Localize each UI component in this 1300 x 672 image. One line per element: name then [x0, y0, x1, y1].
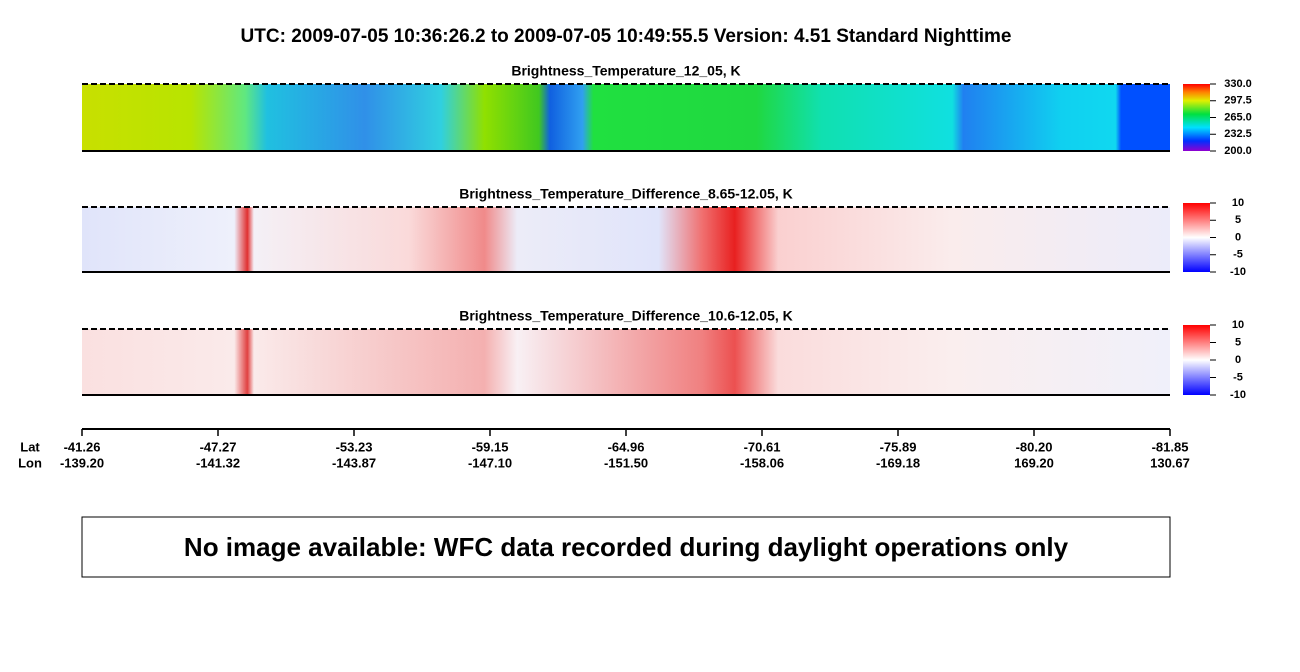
- lat-tick-label: -41.26: [64, 439, 101, 454]
- panel-borders: [82, 83, 1170, 396]
- colorbar-tick-label: -10: [1230, 389, 1246, 401]
- colorbar-tick-label: 0: [1235, 354, 1241, 366]
- lat-tick-label: -75.89: [880, 439, 917, 454]
- colorbar-tick-label: 232.5: [1224, 128, 1252, 140]
- colorbar-tick-label: -5: [1233, 249, 1243, 261]
- panel-title: Brightness_Temperature_Difference_8.65-1…: [459, 186, 793, 202]
- colorbar-tick-label: 5: [1235, 214, 1241, 226]
- title: UTC: 2009-07-05 10:36:26.2 to 2009-07-05…: [241, 26, 1012, 47]
- colorbar-tick-label: -10: [1230, 266, 1246, 278]
- lon-tick-label: -141.32: [196, 455, 240, 470]
- colorbar-tick-label: 200.0: [1224, 145, 1252, 157]
- lon-tick-label: -139.20: [60, 455, 104, 470]
- lat-tick-label: -64.96: [608, 439, 645, 454]
- lon-tick-label: 169.20: [1014, 455, 1054, 470]
- colorbar: [1183, 325, 1210, 395]
- lon-tick-label: 130.67: [1150, 455, 1190, 470]
- lat-tick-label: -59.15: [472, 439, 509, 454]
- colorbar-tick-label: 10: [1232, 197, 1244, 209]
- lat-tick-label: -47.27: [200, 439, 237, 454]
- panel-image: [82, 207, 1170, 272]
- lat-tick-label: -81.85: [1152, 439, 1189, 454]
- panel-title: Brightness_Temperature_12_05, K: [511, 63, 740, 79]
- panel-images: [82, 84, 1210, 395]
- message: No image available: WFC data recorded du…: [184, 532, 1069, 562]
- colorbar: [1183, 84, 1210, 151]
- lat-label: Lat: [20, 439, 40, 454]
- colorbar-tick-label: 0: [1235, 231, 1241, 243]
- panel-title: Brightness_Temperature_Difference_10.6-1…: [459, 308, 793, 324]
- colorbar-tick-label: 10: [1232, 319, 1244, 331]
- lon-tick-label: -151.50: [604, 455, 648, 470]
- lon-tick-label: -169.18: [876, 455, 920, 470]
- colorbar-tick-label: 5: [1235, 336, 1241, 348]
- lat-tick-label: -70.61: [744, 439, 781, 454]
- lon-tick-label: -143.87: [332, 455, 376, 470]
- colorbar-tick-label: -5: [1233, 371, 1243, 383]
- message-box: [81, 516, 1171, 578]
- lat-tick-label: -80.20: [1016, 439, 1053, 454]
- colorbar-tick-label: 297.5: [1224, 95, 1252, 107]
- lat-tick-label: -53.23: [336, 439, 373, 454]
- colorbar-tick-label: 330.0: [1224, 78, 1252, 90]
- colorbar-tick-label: 265.0: [1224, 111, 1252, 123]
- lon-label: Lon: [18, 455, 42, 470]
- lon-tick-label: -147.10: [468, 455, 512, 470]
- panel-image: [82, 84, 1170, 151]
- lon-tick-label: -158.06: [740, 455, 784, 470]
- panel-image: [82, 329, 1170, 395]
- colorbar: [1183, 203, 1210, 272]
